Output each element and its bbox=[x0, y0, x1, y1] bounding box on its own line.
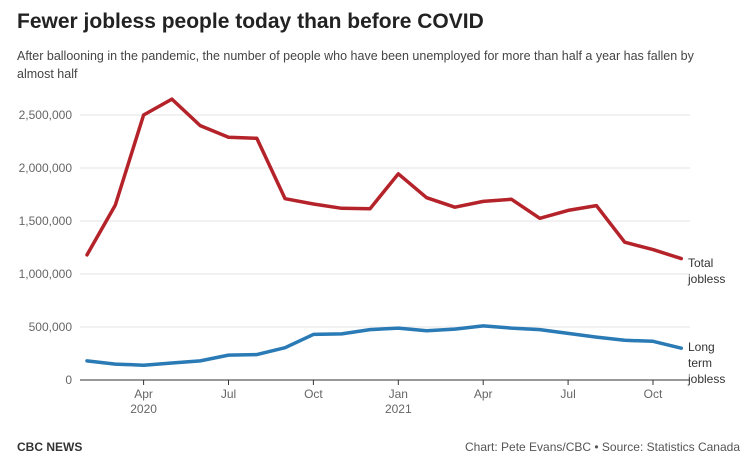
chart-subtitle: After ballooning in the pandemic, the nu… bbox=[17, 49, 694, 81]
y-tick-label: 2,500,000 bbox=[19, 108, 73, 122]
series-line-long-term-jobless bbox=[85, 324, 684, 367]
x-tick-label: Oct bbox=[644, 387, 663, 401]
source-credit: Chart: Pete Evans/CBC • Source: Statisti… bbox=[465, 440, 740, 454]
x-tick-year-label: 2020 bbox=[130, 402, 157, 416]
x-tick-label: Jul bbox=[221, 387, 236, 401]
series-label-line: term bbox=[688, 356, 712, 370]
series-label-line: Long bbox=[688, 340, 715, 354]
x-tick-year-label: 2021 bbox=[385, 402, 412, 416]
y-tick-label: 0 bbox=[65, 373, 72, 387]
series-label-line: Total bbox=[688, 256, 713, 270]
gridlines bbox=[80, 114, 690, 328]
tick-labels: 0 500,000 1,000,000 1,500,000 2,000,000 2,500… bbox=[19, 108, 726, 416]
y-tick-label: 500,000 bbox=[29, 320, 73, 334]
series-label: Total jobless bbox=[687, 256, 725, 286]
series-line-total-jobless bbox=[85, 97, 684, 261]
series-label-line: jobless bbox=[687, 372, 725, 386]
x-tick-label: Jan bbox=[389, 387, 408, 401]
x-tick-label: Apr bbox=[134, 387, 153, 401]
x-tick-label: Apr bbox=[474, 387, 493, 401]
series-lines bbox=[85, 97, 684, 367]
brand-logo-text: CBC NEWS bbox=[17, 440, 83, 454]
x-tick-label: Jul bbox=[560, 387, 575, 401]
y-tick-label: 1,000,000 bbox=[19, 267, 73, 281]
y-tick-label: 2,000,000 bbox=[19, 161, 73, 175]
series-label: Long term jobless bbox=[687, 340, 725, 386]
series-label-line: jobless bbox=[687, 272, 725, 286]
x-tick-label: Oct bbox=[304, 387, 323, 401]
y-tick-label: 1,500,000 bbox=[19, 214, 73, 228]
chart-title: Fewer jobless people today than before C… bbox=[17, 10, 484, 33]
x-axis bbox=[80, 379, 690, 385]
